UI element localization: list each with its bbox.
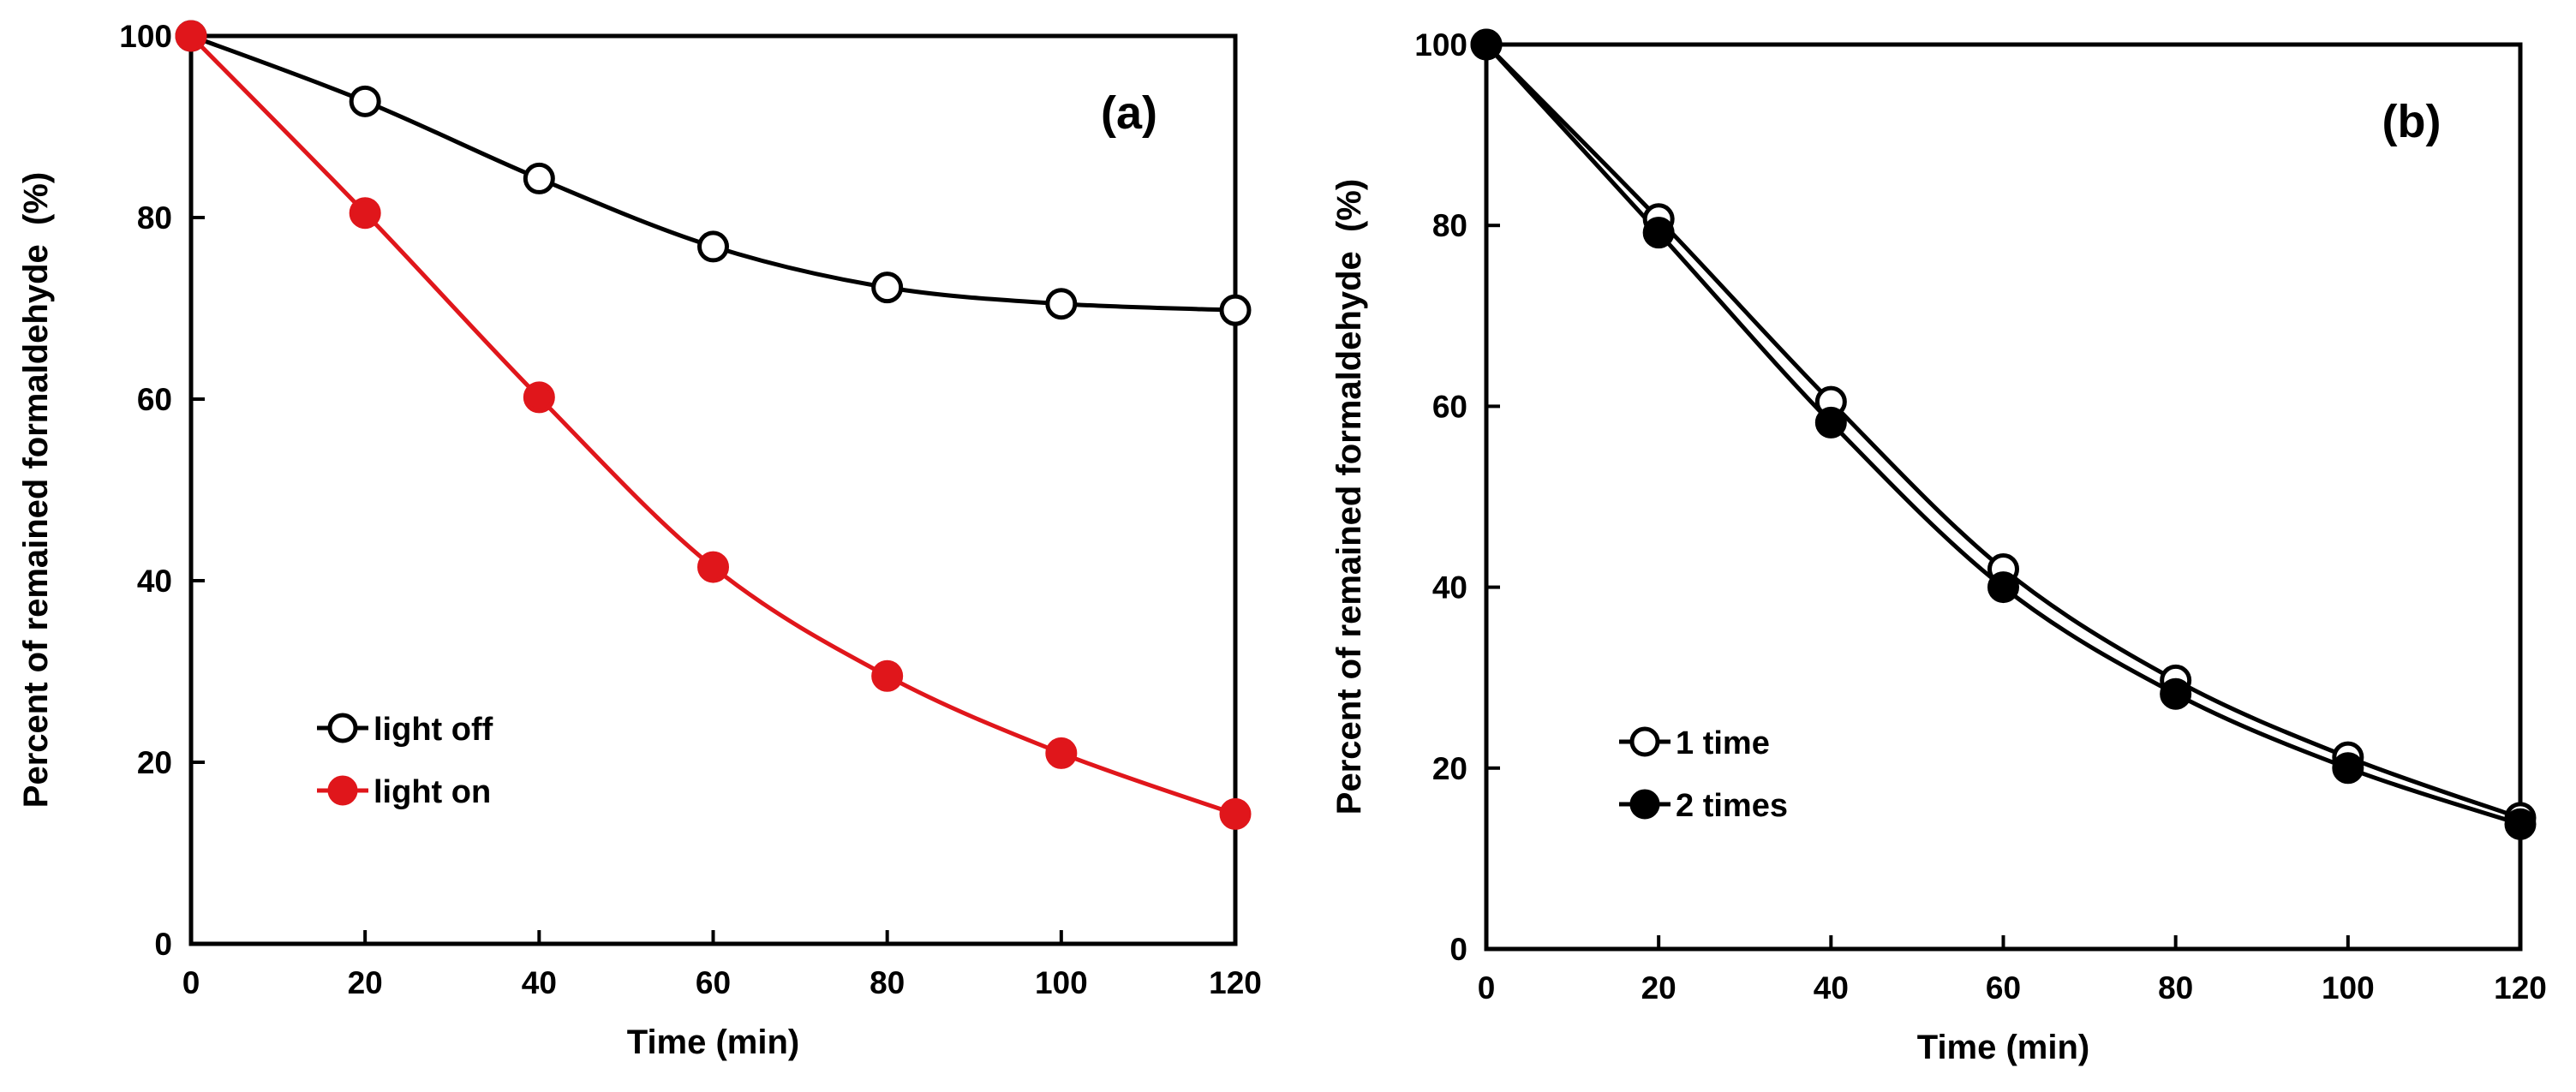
data-point [697,551,729,583]
data-point [1045,288,1078,320]
data-point [1470,28,1503,61]
data-point [523,381,555,414]
x-tick-label: 20 [348,965,383,1000]
panel-label: (a) [1101,87,1157,139]
data-point [871,659,904,692]
data-point [349,85,381,117]
legend-label: 1 time [1676,725,1770,761]
y-tick-label: 40 [1432,570,1467,606]
legend-marker [1629,726,1660,757]
y-tick-label: 40 [137,564,172,599]
y-tick-label: 60 [137,382,172,417]
data-point [1219,797,1252,830]
legend-label: 2 times [1676,788,1788,824]
data-point [1045,737,1078,769]
x-tick-label: 100 [2322,970,2375,1005]
data-point [1219,294,1252,326]
y-tick-label: 60 [1432,389,1467,424]
data-point [871,272,904,304]
data-point [2332,752,2364,785]
x-tick-label: 60 [1986,970,2021,1005]
x-tick-label: 40 [522,965,557,1000]
panel-label: (b) [2382,96,2442,147]
legend-label: light off [374,712,493,748]
data-point [349,197,381,230]
x-tick-label: 120 [2494,970,2547,1005]
legend-label: light on [374,774,491,810]
data-point [697,230,729,263]
x-tick-label: 100 [1035,965,1088,1000]
plot-frame [188,33,1238,946]
x-tick-label: 60 [696,965,731,1000]
y-axis-label: Percent of remained formaldehyde (%) [17,172,55,808]
data-point [2504,808,2537,840]
legend-marker [327,775,358,806]
chart-panel-b: 0 20 40 60 80 100 0 20 40 60 80 100 120 Time (min) Per… [1330,27,2547,1066]
x-tick-label: 80 [870,965,905,1000]
legend: 1 time 2 times [1619,725,1788,824]
y-tick-label: 20 [1432,751,1467,786]
y-tick-label: 100 [1414,27,1467,63]
data-point [1642,217,1675,249]
legend-marker [1629,789,1660,820]
y-tick-label: 20 [137,745,172,780]
y-tick-label: 80 [1432,208,1467,243]
data-point [175,20,207,52]
legend: light off light on [317,712,493,810]
y-tick-label: 80 [137,200,172,236]
series-line-1-time [1484,42,2523,820]
y-tick-label: 100 [119,19,172,54]
series-line-light-off [188,33,1238,313]
x-axis-label: Time (min) [627,1023,800,1061]
x-tick-label: 0 [1478,970,1496,1005]
series-line-2-times [1484,42,2523,826]
data-point [1814,406,1847,439]
x-tick-label: 20 [1641,970,1676,1005]
data-point [2160,677,2192,710]
data-point [1987,571,2019,604]
y-tick-label: 0 [154,927,172,962]
series-line-light-on [188,33,1238,816]
y-axis-label: Percent of remained formaldehyde (%) [1330,179,1368,815]
chart-panel-a: 0 20 40 60 80 100 0 20 40 60 80 100 120 Time (min) Per… [17,19,1262,1061]
x-tick-label: 80 [2158,970,2193,1005]
y-tick-label: 0 [1449,932,1467,967]
data-point [523,162,555,194]
x-tick-label: 40 [1814,970,1849,1005]
x-tick-label: 0 [182,965,200,1000]
legend-marker [327,713,358,743]
x-axis-label: Time (min) [1917,1029,2090,1066]
x-tick-label: 120 [1209,965,1262,1000]
